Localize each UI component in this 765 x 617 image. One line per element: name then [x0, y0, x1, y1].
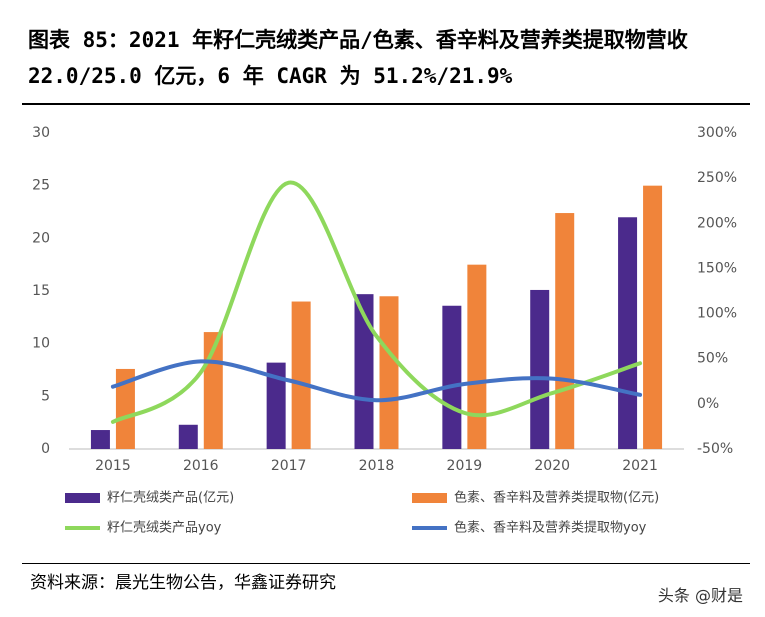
bar [115, 368, 135, 449]
chart-title: 图表 85：2021 年籽仁壳绒类产品/色素、香辛料及营养类提取物营收 22.0… [28, 28, 688, 88]
bar [354, 294, 374, 449]
x-tick-label: 2016 [183, 458, 219, 474]
bar [442, 305, 462, 449]
x-tick-label: 2019 [447, 458, 483, 474]
y-tick-label: 15 [32, 283, 50, 299]
y-tick-label: 10 [32, 336, 50, 352]
bar [90, 430, 110, 449]
chart: 0 5 10 15 20 25 30 -50% 0% 50% 100% 150% 200% 250% 300… [32, 125, 737, 536]
y-tick-label: 30 [32, 125, 50, 141]
legend-label: 色素、香辛料及营养类提取物yoy [454, 520, 647, 536]
y-tick-label: 5 [41, 388, 50, 404]
line [110, 180, 643, 424]
bar [530, 289, 550, 449]
y2-tick-label: 150% [697, 260, 737, 276]
y2-tick-label: 250% [697, 170, 737, 186]
x-tick-label: 2015 [95, 458, 131, 474]
y2-tick-label: 300% [697, 125, 737, 141]
bar [379, 296, 399, 449]
x-tick-label: 2018 [359, 458, 395, 474]
legend-swatch [412, 493, 447, 503]
line [110, 359, 643, 403]
y2-tick-label: 50% [697, 351, 728, 367]
x-tick-label: 2017 [271, 458, 307, 474]
watermark: 头条 @财是 [657, 586, 743, 605]
bar [178, 424, 198, 449]
source: 资料来源：晨光生物公告，华鑫证券研究 [30, 573, 336, 593]
y2-tick-label: 200% [697, 215, 737, 231]
legend-label: 籽仁壳绒类产品(亿元) [107, 491, 234, 506]
y-tick-label: 0 [41, 441, 50, 457]
y-tick-label: 20 [32, 230, 50, 246]
y2-tick-label: 0% [697, 396, 719, 412]
x-tick-label: 2021 [622, 458, 658, 474]
y2-tick-label: 100% [697, 306, 737, 322]
bar [291, 301, 311, 449]
bar [555, 213, 575, 449]
y-tick-label: 25 [32, 178, 50, 194]
rule [22, 563, 750, 564]
bar [618, 217, 638, 449]
x-tick-label: 2020 [534, 458, 570, 474]
legend-swatch [65, 493, 100, 503]
bar [467, 264, 487, 449]
legend-label: 籽仁壳绒类产品yoy [107, 521, 222, 536]
bar [266, 362, 286, 449]
legend-label: 色素、香辛料及营养类提取物(亿元) [454, 490, 659, 506]
bar [643, 185, 663, 449]
y2-tick-label: -50% [697, 441, 733, 457]
rule [22, 103, 750, 105]
